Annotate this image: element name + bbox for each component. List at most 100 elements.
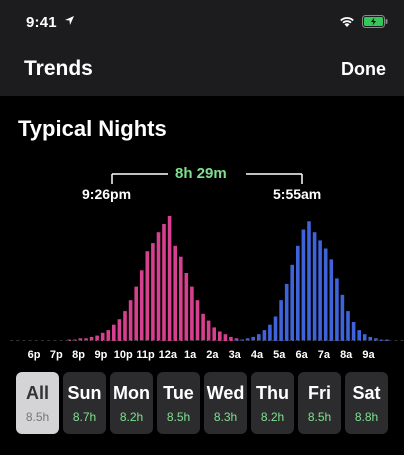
x-tick-label: 12a (159, 349, 178, 361)
baseline-dot (320, 340, 323, 341)
bedtime-bar (212, 327, 216, 341)
bedtime-bar (123, 311, 127, 341)
wake-bar (368, 336, 373, 341)
wake-bar (268, 324, 272, 341)
typical-bedtime: 9:26pm (82, 186, 132, 202)
wake-bar (362, 334, 367, 341)
day-tab-mon[interactable]: Mon 8.2h (110, 372, 153, 434)
x-tick-label: 9a (362, 349, 375, 361)
day-tab-sun[interactable]: Sun 8.7h (63, 372, 106, 434)
baseline-dot (245, 340, 249, 341)
day-tab-sat[interactable]: Sat 8.8h (345, 372, 388, 434)
day-average: 8.5h (307, 410, 332, 424)
baseline-dot (382, 340, 385, 341)
baseline-dot (357, 340, 361, 341)
wake-bar (273, 316, 278, 341)
baseline-dot (289, 340, 292, 341)
location-arrow-icon (65, 16, 74, 25)
baseline-dot (78, 340, 82, 341)
bedtime-bar (106, 330, 111, 341)
wake-bar (251, 336, 255, 341)
bedtime-bar (78, 338, 83, 341)
baseline-dot (16, 340, 20, 341)
wake-bar (307, 221, 311, 341)
baseline-dot (338, 340, 342, 341)
wake-bar (329, 259, 334, 341)
baseline-dot (90, 340, 94, 341)
day-tab-fri[interactable]: Fri 8.5h (298, 372, 341, 434)
done-button[interactable]: Done (341, 59, 386, 79)
baseline-dot (394, 340, 398, 341)
day-tab-tue[interactable]: Tue 8.5h (157, 372, 200, 434)
baseline-dot (146, 340, 150, 341)
day-tab-thu[interactable]: Thu 8.2h (251, 372, 294, 434)
baseline-dot (189, 340, 193, 341)
section-title: Typical Nights (18, 116, 167, 141)
x-tick-label: 6a (295, 349, 308, 361)
bedtime-bar (190, 286, 194, 341)
x-tick-label: 8a (340, 349, 353, 361)
status-time: 9:41 (26, 14, 57, 31)
x-tick-label: 7p (50, 349, 63, 361)
day-name: Wed (206, 383, 245, 403)
baseline-dot (196, 340, 199, 341)
typical-wake-time: 5:55am (273, 186, 322, 202)
day-selector: All 8.5h Sun 8.7h Mon 8.2h Tue 8.5h Wed 8.3h Thu 8.… (16, 372, 388, 434)
baseline-dot (400, 340, 404, 341)
baseline-dot (307, 340, 311, 341)
page-title: Trends (24, 57, 93, 80)
baseline-dot (72, 340, 75, 341)
bedtime-bar (100, 332, 105, 341)
baseline-dot (326, 340, 330, 341)
wake-bar (351, 322, 356, 341)
wake-bar (318, 240, 322, 341)
bedtime-bar (145, 251, 150, 341)
x-tick-label: 1a (184, 349, 197, 361)
day-name: Tue (163, 383, 194, 403)
baseline-dot (208, 340, 212, 341)
baseline-dot (140, 340, 144, 341)
day-name: Sun (67, 383, 102, 403)
bedtime-bar (162, 224, 166, 341)
wake-bar (346, 311, 350, 341)
baseline-dot (65, 340, 69, 341)
day-average: 8.5h (166, 410, 191, 424)
day-average: 8.7h (72, 410, 97, 424)
baseline-dot (363, 340, 367, 341)
wake-bar (290, 264, 294, 341)
bedtime-bar (84, 338, 88, 341)
baseline-dot (177, 340, 181, 341)
baseline-dot (134, 340, 137, 341)
wake-bar (301, 229, 306, 341)
wake-bar (312, 232, 317, 341)
bedtime-bar (201, 313, 205, 341)
baseline-dot (109, 340, 113, 341)
wake-bar (257, 334, 261, 341)
day-tab-wed[interactable]: Wed 8.3h (204, 372, 247, 434)
bedtime-bar (195, 300, 200, 341)
baseline-dot (282, 340, 286, 341)
baseline-dot (344, 340, 348, 341)
day-tab-all[interactable]: All 8.5h (16, 372, 59, 434)
baseline-dot (28, 340, 32, 341)
day-average: 8.2h (260, 410, 285, 424)
baseline-dot (158, 340, 162, 341)
bedtime-bar (128, 300, 133, 341)
bedtime-bar (151, 243, 155, 341)
day-name: Sat (352, 383, 381, 403)
bedtime-bar (223, 334, 228, 341)
day-average: 8.2h (119, 410, 144, 424)
x-tick-label: 11p (136, 349, 155, 361)
baseline-dot (233, 340, 237, 341)
baseline-dot (22, 340, 26, 341)
x-tick-label: 9p (94, 349, 107, 361)
baseline-dot (301, 340, 305, 341)
duration-bracket (111, 173, 303, 184)
x-tick-label: 4a (251, 349, 264, 361)
x-tick-label: 8p (72, 349, 85, 361)
bedtime-bar (139, 270, 144, 341)
baseline-dot (313, 340, 317, 341)
baseline-dot (127, 340, 131, 341)
baseline-dot (227, 340, 230, 341)
x-tick-label: 10p (114, 349, 133, 361)
